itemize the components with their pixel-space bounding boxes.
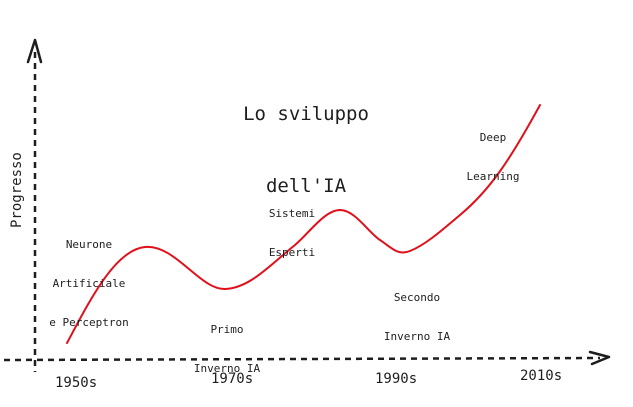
y-axis-arrow-icon: [26, 38, 43, 64]
annotation-neurone-artificiale: Neurone Artificiale e Perceptron: [49, 238, 129, 329]
x-tick-1950s: 1950s: [55, 375, 98, 391]
x-tick-1970s: 1970s: [211, 371, 254, 387]
x-axis: [3, 356, 601, 362]
x-tick-1990s: 1990s: [375, 371, 418, 387]
title-line-1: Lo sviluppo: [243, 103, 369, 125]
annotation-primo-inverno: Primo Inverno IA: [193, 323, 261, 375]
x-axis-arrow-icon: [588, 350, 611, 366]
title-line-2: dell'IA: [265, 175, 347, 197]
y-axis-label: Progresso: [9, 152, 25, 228]
annotation-secondo-inverno: Secondo Inverno IA: [383, 291, 451, 343]
diagram-title: Lo sviluppo dell'IA: [226, 54, 386, 222]
progress-curve: [66, 104, 541, 344]
annotation-sistemi-esperti: Sistemi Esperti: [268, 207, 316, 259]
x-tick-2010s: 2010s: [520, 368, 563, 384]
annotation-deep-learning: Deep Learning: [466, 131, 520, 183]
